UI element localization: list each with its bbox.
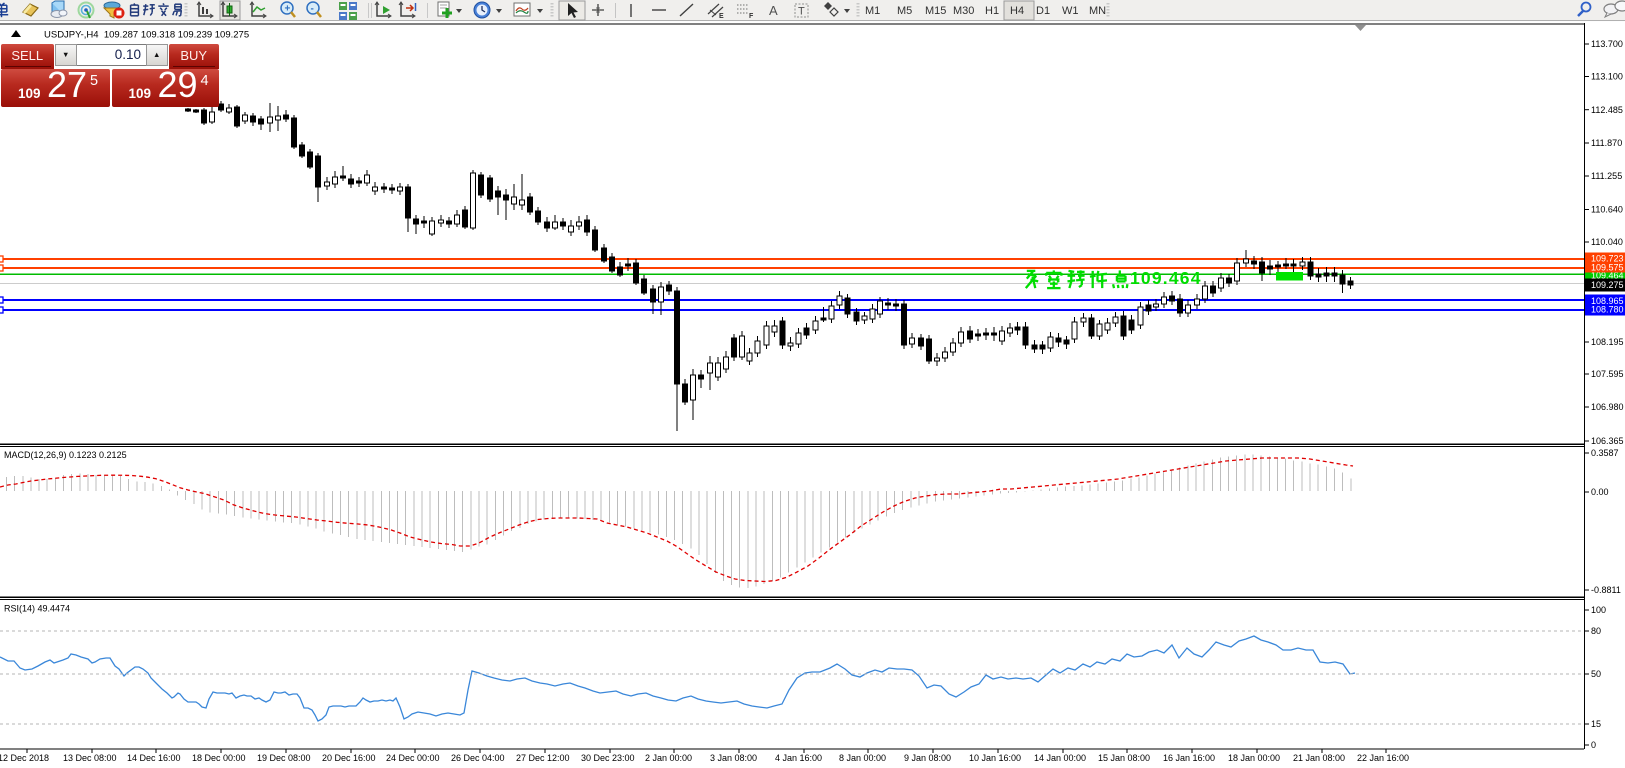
svg-text:18 Dec 00:00: 18 Dec 00:00 — [192, 753, 246, 763]
svg-text:F: F — [749, 13, 754, 20]
svg-text:12 Dec 2018: 12 Dec 2018 — [0, 753, 49, 763]
svg-text:108.965: 108.965 — [1591, 296, 1624, 306]
svg-text:D1: D1 — [1036, 5, 1050, 17]
svg-text:MN: MN — [1089, 5, 1106, 17]
svg-text:108.780: 108.780 — [1591, 305, 1624, 315]
svg-text:RSI(14) 49.4474: RSI(14) 49.4474 — [4, 604, 70, 614]
svg-text:107.595: 107.595 — [1591, 369, 1624, 379]
svg-text:106.980: 106.980 — [1591, 402, 1624, 412]
svg-text:109.464: 109.464 — [1130, 268, 1202, 288]
svg-text:-0.8811: -0.8811 — [1591, 585, 1621, 595]
svg-text:15: 15 — [1591, 719, 1601, 729]
svg-text:111.870: 111.870 — [1591, 138, 1622, 148]
svg-text:-: - — [311, 4, 314, 15]
svg-text:109.723: 109.723 — [1591, 254, 1624, 264]
svg-text:18 Jan 00:00: 18 Jan 00:00 — [1228, 753, 1280, 763]
svg-text:USDJPY-,H4 109.287 109.318 10: USDJPY-,H4 109.287 109.318 109.239 109.2… — [44, 30, 249, 41]
svg-text:M5: M5 — [897, 5, 912, 17]
svg-text:0.3587: 0.3587 — [1591, 448, 1619, 458]
svg-text:E: E — [719, 13, 724, 20]
svg-text:10 Jan 16:00: 10 Jan 16:00 — [969, 753, 1021, 763]
svg-text:3 Jan 08:00: 3 Jan 08:00 — [710, 753, 757, 763]
svg-text:MACD(12,26,9) 0.1223 0.2125: MACD(12,26,9) 0.1223 0.2125 — [4, 450, 127, 460]
svg-text:16 Jan 16:00: 16 Jan 16:00 — [1163, 753, 1215, 763]
svg-text:26 Dec 04:00: 26 Dec 04:00 — [451, 753, 505, 763]
svg-text:W1: W1 — [1062, 5, 1079, 17]
svg-text:110.640: 110.640 — [1591, 205, 1623, 215]
svg-text:112.485: 112.485 — [1591, 105, 1623, 115]
svg-text:15 Jan 08:00: 15 Jan 08:00 — [1098, 753, 1150, 763]
svg-text:H1: H1 — [985, 5, 999, 17]
svg-text:4 Jan 16:00: 4 Jan 16:00 — [775, 753, 822, 763]
svg-text:M30: M30 — [953, 5, 974, 17]
svg-text:109.275: 109.275 — [1591, 280, 1624, 290]
svg-text:2 Jan 00:00: 2 Jan 00:00 — [645, 753, 692, 763]
svg-text:T: T — [798, 6, 805, 18]
svg-text:50: 50 — [1591, 669, 1601, 679]
svg-text:M1: M1 — [865, 5, 880, 17]
svg-text:30 Dec 23:00: 30 Dec 23:00 — [581, 753, 635, 763]
svg-text:111.255: 111.255 — [1591, 171, 1622, 181]
svg-text:80: 80 — [1591, 626, 1601, 636]
svg-text:A: A — [769, 3, 778, 18]
svg-text:9 Jan 08:00: 9 Jan 08:00 — [904, 753, 951, 763]
svg-text:21 Jan 08:00: 21 Jan 08:00 — [1293, 753, 1345, 763]
svg-text:100: 100 — [1591, 605, 1606, 615]
svg-text:+: + — [285, 4, 291, 15]
svg-text:108.195: 108.195 — [1591, 337, 1624, 347]
svg-text:H4: H4 — [1010, 5, 1024, 17]
svg-text:113.100: 113.100 — [1591, 72, 1623, 82]
svg-text:27 Dec 12:00: 27 Dec 12:00 — [516, 753, 570, 763]
svg-text:14 Jan 00:00: 14 Jan 00:00 — [1034, 753, 1086, 763]
svg-text:0: 0 — [1591, 740, 1596, 750]
svg-text:8 Jan 00:00: 8 Jan 00:00 — [839, 753, 886, 763]
svg-text:106.365: 106.365 — [1591, 436, 1624, 446]
svg-text:113.700: 113.700 — [1591, 39, 1623, 49]
svg-text:19 Dec 08:00: 19 Dec 08:00 — [257, 753, 311, 763]
svg-text:20 Dec 16:00: 20 Dec 16:00 — [322, 753, 376, 763]
svg-text:109.575: 109.575 — [1591, 263, 1624, 273]
svg-text:M15: M15 — [925, 5, 946, 17]
svg-text:0.00: 0.00 — [1591, 487, 1609, 497]
svg-text:13 Dec 08:00: 13 Dec 08:00 — [63, 753, 117, 763]
svg-text:24 Dec 00:00: 24 Dec 00:00 — [386, 753, 440, 763]
svg-text:22 Jan 16:00: 22 Jan 16:00 — [1357, 753, 1409, 763]
svg-text:14 Dec 16:00: 14 Dec 16:00 — [127, 753, 181, 763]
svg-text:110.040: 110.040 — [1591, 237, 1623, 247]
svg-text:109.464: 109.464 — [1591, 270, 1624, 280]
